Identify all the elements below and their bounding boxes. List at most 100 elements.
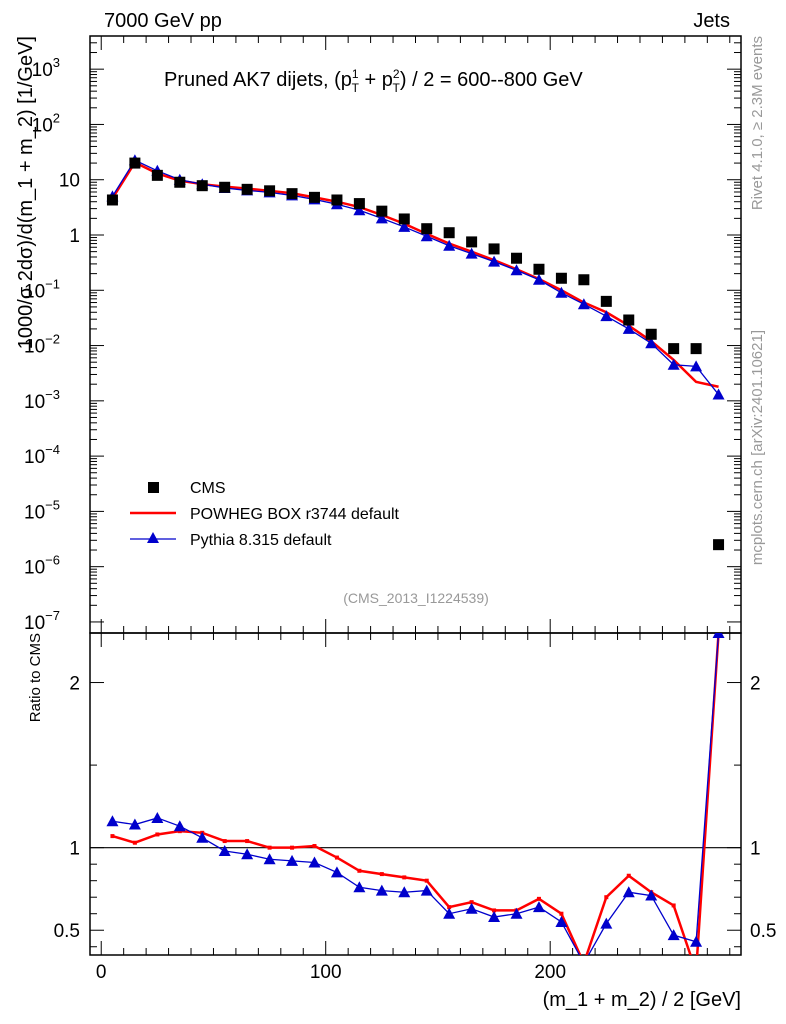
pythia-point (510, 264, 523, 276)
pythia-ratio-point (667, 929, 680, 941)
cms-point (219, 181, 231, 193)
mcplots-label: mcplots.cern.ch [arXiv:2401.10621] (749, 330, 766, 565)
pythia-ratio-point (690, 935, 703, 947)
ratio-tick-label: 0.5 (54, 921, 80, 942)
plot-title: Pruned AK7 dijets, (p1 T + p2 T) / 2 = 600… (164, 67, 583, 95)
y-tick-exponent: −2 (45, 332, 60, 347)
pythia-ratio-point (218, 844, 231, 856)
pythia-ratio-point (532, 901, 545, 913)
pythia-ratio-point (465, 902, 478, 914)
powheg-ratio-point (492, 908, 497, 913)
x-tick-label: 0 (96, 962, 107, 983)
legend-pythia-label: Pythia 8.315 default (190, 532, 332, 549)
y-tick-exponent: −7 (45, 608, 60, 623)
pythia-ratio-point (128, 818, 141, 830)
y-tick-label: 10−7 (24, 608, 60, 634)
powheg-ratio-point (402, 875, 407, 880)
y-tick-label: 10−1 (24, 276, 60, 302)
legend-cms-marker (148, 482, 159, 493)
ratio-tick-label-right: 1 (750, 839, 761, 860)
pythia-ratio-point (555, 915, 568, 927)
powheg-ratio-point (334, 855, 339, 860)
ratio-tick-label: 1 (69, 839, 80, 860)
pythia-point (443, 239, 456, 251)
y-tick-base: 10 (24, 337, 45, 358)
cms-point (286, 188, 298, 200)
y-tick-label: 103 (32, 55, 60, 81)
x-tick-label: 100 (310, 962, 342, 983)
cms-point (196, 180, 208, 192)
ratio-series-group (106, 633, 725, 974)
y-tick-label: 10−6 (24, 553, 60, 579)
y-tick-exponent: −1 (45, 276, 60, 291)
cms-point (129, 157, 141, 169)
y-tick-exponent: −5 (45, 497, 60, 512)
powheg-ratio-point (312, 844, 317, 849)
cms-point (331, 194, 343, 206)
powheg-ratio-point (559, 911, 564, 916)
cms-point (555, 272, 567, 284)
pythia-point (398, 220, 411, 232)
header-right: Jets (693, 10, 730, 32)
y-tick-label: 10−4 (24, 442, 60, 468)
pythia-ratio-point (286, 854, 299, 866)
header-left: 7000 GeV pp (104, 10, 222, 32)
legend-cms-label: CMS (190, 480, 226, 497)
cms-point (466, 236, 478, 248)
x-axis-label: (m_1 + m_2) / 2 [GeV] (543, 989, 741, 1011)
legend-pythia-marker (147, 532, 159, 543)
title-plus: + p (359, 69, 393, 91)
pythia-point (555, 286, 568, 298)
ratio-y-axis-label: Ratio to CMS (27, 633, 44, 722)
pythia-point (645, 337, 658, 349)
y-tick-base: 10 (59, 171, 80, 192)
powheg-ratio-point (694, 970, 698, 974)
cms-point (264, 185, 276, 197)
cms-point (645, 328, 657, 340)
y-axis-label: 1000/σ 2dσ)/d(m_1 + m_2) [1/GeV] (15, 36, 37, 349)
y-tick-exponent: 2 (53, 110, 60, 125)
analysis-id: (CMS_2013_I1224539) (343, 590, 489, 606)
cms-point (174, 176, 186, 188)
powheg-ratio-point (155, 832, 160, 837)
title-sub1: T (352, 81, 360, 95)
powheg-ratio-point (604, 895, 609, 900)
ratio-tick-label-right: 0.5 (750, 921, 776, 942)
rivet-label: Rivet 4.1.0, ≥ 2.3M events (749, 36, 766, 210)
powheg-ratio-point (222, 839, 227, 844)
cms-point (488, 243, 500, 255)
pythia-point (600, 310, 613, 322)
cms-point (623, 314, 635, 326)
cms-point (713, 539, 725, 551)
pythia-point (690, 360, 703, 372)
powheg-ratio-point (245, 839, 250, 844)
y-tick-base: 10 (24, 613, 45, 634)
pythia-point (667, 358, 680, 370)
y-tick-exponent: 3 (53, 55, 60, 70)
powheg-ratio-point (110, 834, 115, 839)
pythia-point (622, 322, 635, 334)
pythia-point (577, 298, 590, 310)
cms-point (443, 227, 455, 239)
pythia-ratio-point (151, 811, 164, 823)
y-tick-base: 1 (69, 226, 80, 247)
cms-point (151, 169, 163, 181)
ratio-tick-label: 2 (69, 674, 80, 695)
cms-point (600, 295, 612, 307)
powheg-ratio-line (112, 633, 720, 955)
powheg-ratio-point (290, 845, 295, 850)
y-tick-label: 10−3 (24, 387, 60, 413)
powheg-ratio-point (447, 905, 452, 910)
pythia-ratio-point (106, 815, 119, 827)
pythia-ratio-line (112, 633, 720, 955)
title-sub2: T (393, 81, 401, 95)
cms-point (668, 343, 680, 355)
powheg-ratio-point (424, 878, 429, 883)
pythia-ratio-point (622, 886, 635, 898)
cms-point (421, 223, 433, 235)
powheg-ratio-point (536, 896, 541, 901)
y-tick-base: 10 (24, 392, 45, 413)
y-tick-label: 10−5 (24, 497, 60, 523)
powheg-ratio-point (267, 845, 272, 850)
pythia-ratio-point (645, 889, 658, 901)
